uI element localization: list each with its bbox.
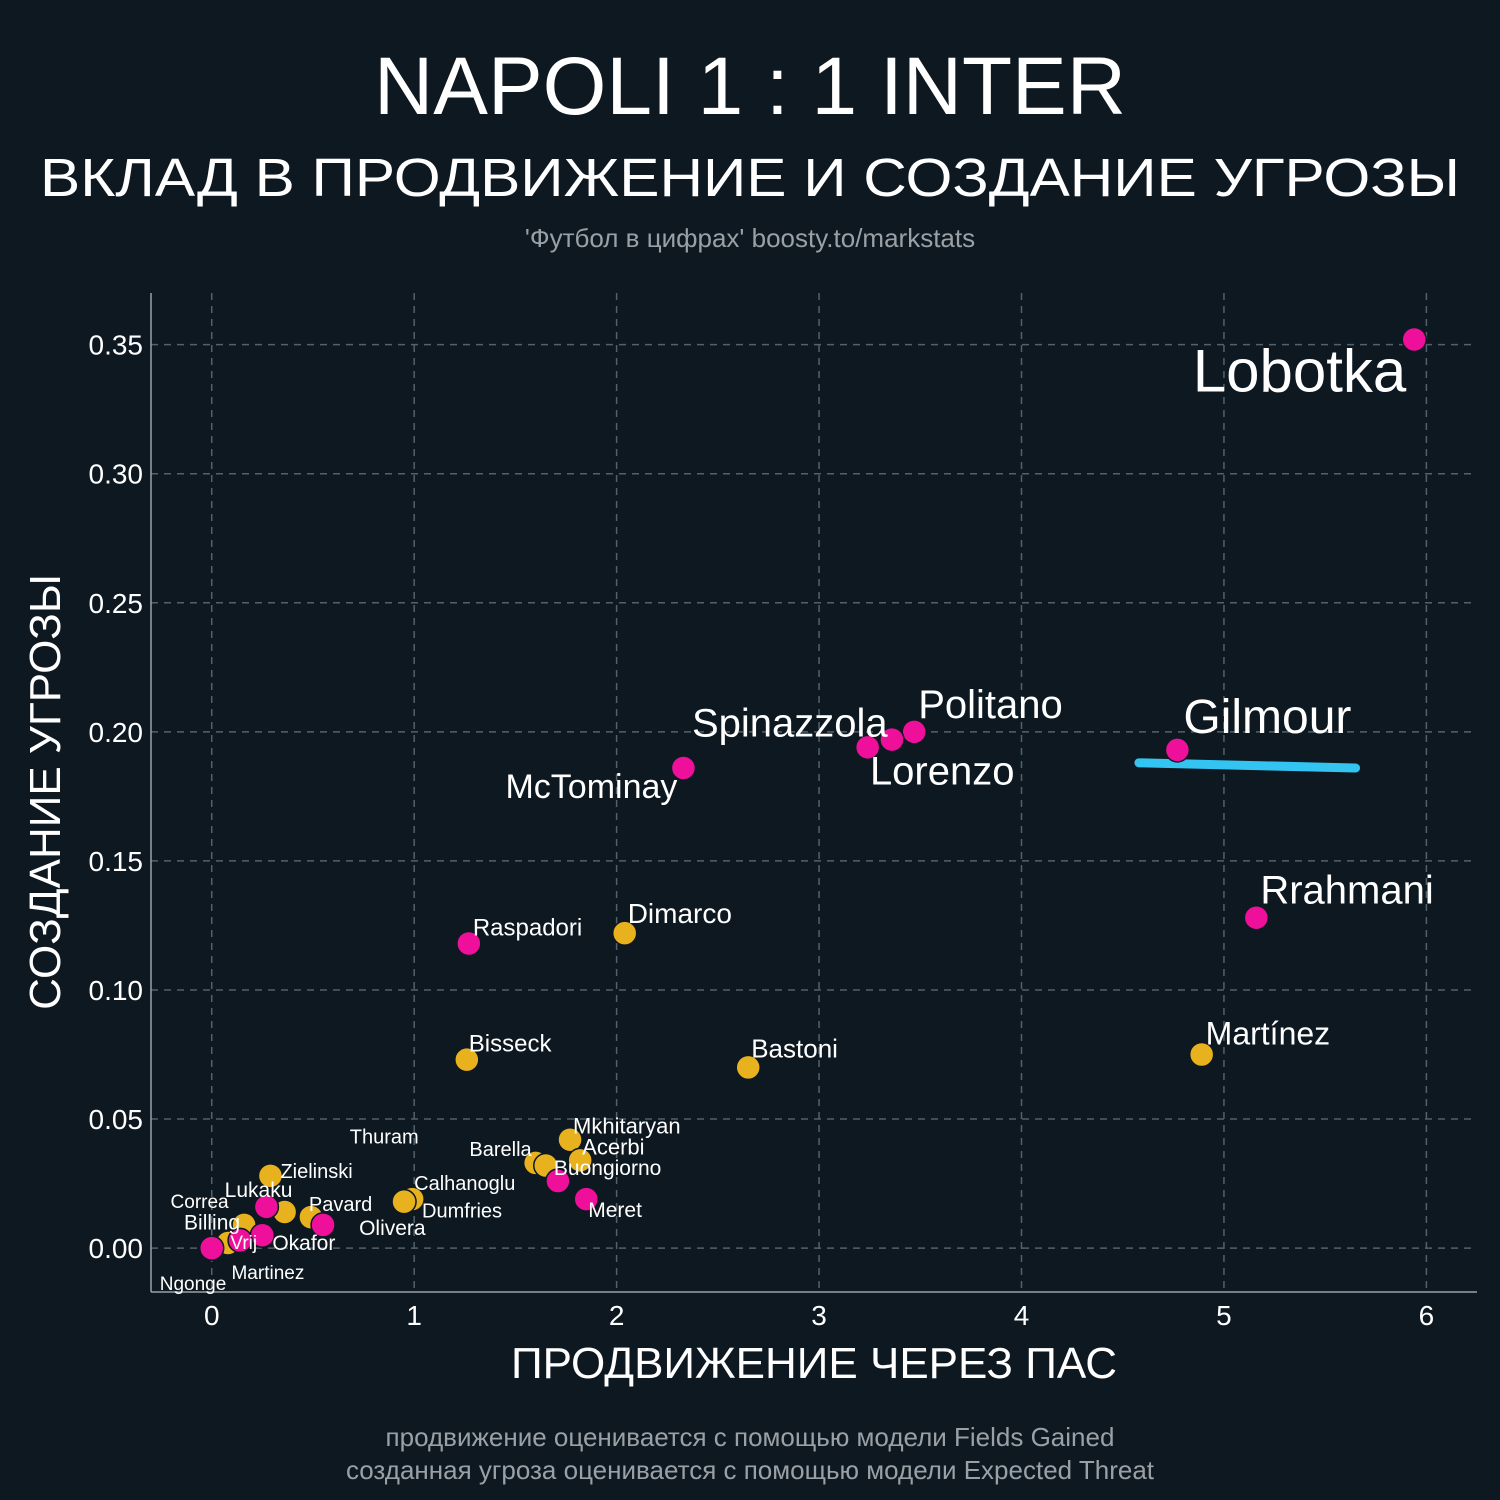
tick-labels: 0 1 2 3 4 5 6 0.00 0.05 0.10 0.15 0.20 0.25 0.30 0.35: [89, 330, 1435, 1331]
point-inter: [611, 920, 638, 946]
point-label: Martinez: [231, 1263, 304, 1284]
point-inter: [735, 1054, 761, 1081]
chart-subtitle: ВКЛАД В ПРОДВИЖЕНИЕ И СОЗДАНИЕ УГРОЗЫ: [40, 148, 1460, 208]
point-label: Acerbi: [582, 1134, 644, 1159]
point-label: Vrij: [230, 1233, 257, 1254]
chart-credit: 'Футбол в цифрах' boosty.to/markstats: [525, 223, 975, 253]
point-label: Gilmour: [1183, 691, 1351, 744]
point-napoli: [545, 1168, 571, 1194]
point-label: McTominay: [505, 768, 677, 806]
point-label: Raspadori: [473, 915, 582, 942]
point-label: Okafor: [272, 1232, 335, 1255]
point-inter: [391, 1188, 417, 1215]
x-tick-label: 6: [1419, 1300, 1435, 1331]
point-inter: [557, 1126, 583, 1153]
point-label: Lorenzo: [870, 750, 1015, 794]
y-axis-label: СОЗДАНИЕ УГРОЗЫ: [21, 574, 70, 1010]
point-label: Ngonge: [160, 1274, 227, 1295]
point-napoli: [1243, 904, 1270, 931]
point-label: Zielinski: [280, 1161, 352, 1183]
y-tick-label: 0.20: [89, 717, 144, 748]
y-tick-label: 0.00: [89, 1233, 144, 1264]
point-label: Buongiorno: [554, 1157, 661, 1180]
point-label: Bastoni: [751, 1033, 838, 1063]
point-napoli: [901, 719, 927, 745]
point-napoli: [854, 734, 881, 761]
footer-note-2: созданная угроза оценивается с помощью м…: [346, 1455, 1155, 1485]
point-napoli: [1401, 326, 1427, 353]
x-tick-label: 3: [811, 1300, 827, 1331]
x-tick-label: 1: [406, 1300, 422, 1331]
point-label: Meret: [588, 1199, 642, 1222]
point-napoli: [253, 1194, 280, 1220]
x-axis-label: ПРОДВИЖЕНИЕ ЧЕРЕЗ ПАС: [511, 1339, 1117, 1388]
x-tick-label: 2: [609, 1300, 625, 1331]
point-label: Martínez: [1206, 1016, 1330, 1052]
point-inter: [257, 1163, 284, 1189]
point-label: Bisseck: [469, 1031, 553, 1058]
x-tick-label: 0: [204, 1300, 220, 1331]
point-label: Dimarco: [628, 898, 732, 929]
point-napoli: [879, 726, 905, 753]
highlight-line-layer: [1134, 758, 1361, 773]
point-inter: [1188, 1041, 1215, 1068]
point-label: Olivera: [359, 1217, 426, 1240]
point-label: Barella: [469, 1139, 532, 1161]
y-tick-label: 0.05: [89, 1104, 144, 1135]
point-label: Pavard: [309, 1194, 372, 1216]
point-napoli: [310, 1212, 336, 1238]
point-label: Calhanoglu: [414, 1173, 515, 1195]
point-label: Lobotka: [1193, 337, 1407, 404]
footer-note-1: продвижение оценивается с помощью модели…: [386, 1422, 1115, 1452]
x-tick-label: 4: [1014, 1300, 1030, 1331]
data-points: [198, 326, 1427, 1261]
point-label: Correa: [171, 1192, 230, 1213]
point-napoli: [456, 930, 482, 957]
point-label: Dumfries: [422, 1201, 502, 1223]
point-napoli: [1164, 737, 1191, 763]
y-tick-label: 0.15: [89, 846, 144, 877]
point-napoli: [198, 1235, 225, 1261]
point-label: Mkhitaryan: [573, 1114, 681, 1139]
point-label: Politano: [918, 683, 1063, 727]
point-label: Thuram: [350, 1127, 419, 1149]
point-label: Billing: [184, 1211, 240, 1234]
highlight-line: [1134, 758, 1361, 773]
plot-area: 0 1 2 3 4 5 60.000.050.100.150.200.250.300.35 …: [89, 293, 1477, 1331]
y-tick-label: 0.10: [89, 975, 144, 1006]
x-tick-label: 5: [1216, 1300, 1232, 1331]
y-tick-label: 0.25: [89, 588, 144, 619]
point-label: Spinazzola: [692, 701, 888, 745]
axes: [150, 293, 1477, 1293]
point-napoli: [670, 755, 697, 781]
point-label: Lukaku: [225, 1179, 293, 1202]
grid: [151, 293, 1477, 1292]
point-labels: Lobotka Gilmour Rrahmani Politano Lorenzo Spi…: [160, 337, 1434, 1295]
point-inter: [567, 1147, 593, 1174]
point-napoli: [227, 1227, 253, 1254]
y-tick-label: 0.30: [89, 459, 144, 490]
y-tick-label: 0.35: [89, 330, 144, 361]
point-label: Rrahmani: [1260, 869, 1433, 913]
point-napoli: [573, 1186, 600, 1212]
point-inter: [454, 1046, 480, 1073]
chart-title: NAPOLI 1 : 1 INTER: [374, 41, 1126, 132]
